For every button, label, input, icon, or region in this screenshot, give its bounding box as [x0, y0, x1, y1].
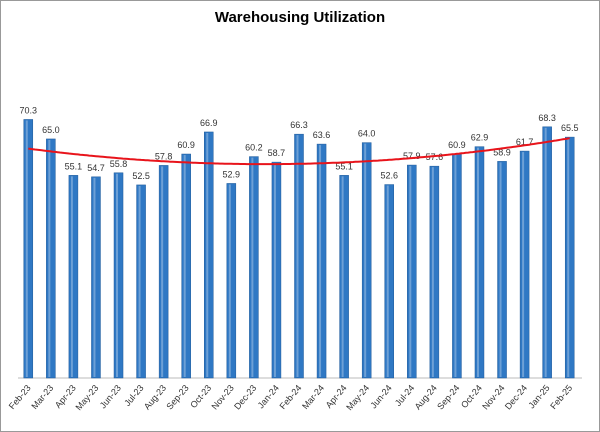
bar-highlight — [183, 155, 186, 377]
bar — [249, 156, 259, 379]
value-label: 60.9 — [448, 140, 466, 150]
bar — [519, 150, 530, 379]
bar-highlight — [431, 167, 434, 377]
value-label: 60.9 — [177, 140, 195, 150]
bar-highlight — [206, 132, 209, 377]
value-label: 52.5 — [132, 171, 150, 181]
bar-highlight — [296, 135, 299, 377]
bar — [23, 119, 34, 379]
bar-highlight — [567, 138, 570, 377]
value-label: 57.9 — [403, 151, 421, 161]
bar-highlight — [116, 173, 119, 377]
bar-highlight — [228, 184, 231, 377]
bar — [474, 146, 485, 379]
value-label: 57.6 — [426, 152, 444, 162]
bar — [384, 184, 394, 379]
value-label: 58.9 — [493, 147, 511, 157]
bar — [113, 172, 124, 379]
bar — [91, 176, 101, 379]
value-label: 55.1 — [65, 161, 83, 171]
value-label: 61.7 — [516, 137, 534, 147]
bar-highlight — [93, 177, 96, 377]
bar-highlight — [364, 143, 367, 377]
bar-highlight — [251, 157, 254, 377]
value-label: 54.7 — [87, 163, 105, 173]
bar — [429, 165, 440, 379]
bar — [204, 131, 214, 379]
bar-highlight — [522, 152, 525, 377]
value-label: 55.1 — [335, 161, 353, 171]
value-label: 65.5 — [561, 123, 579, 133]
bar — [316, 143, 327, 379]
bar-highlight — [70, 176, 73, 377]
bar — [407, 164, 417, 379]
bar — [564, 136, 575, 379]
bar-highlight — [48, 139, 51, 377]
bar — [46, 138, 56, 379]
bar — [68, 175, 79, 379]
value-label: 66.3 — [290, 120, 308, 130]
trend-line — [28, 137, 570, 166]
bar-highlight — [544, 127, 547, 378]
bar-highlight — [319, 145, 322, 377]
bar — [136, 184, 146, 379]
bar — [294, 133, 304, 379]
value-label: 58.7 — [268, 148, 286, 158]
value-label: 70.3 — [20, 105, 38, 115]
bar-highlight — [409, 166, 412, 377]
bar — [339, 175, 349, 379]
chart-title: Warehousing Utilization — [215, 9, 385, 26]
value-label: 52.6 — [380, 171, 398, 181]
bar-highlight — [161, 166, 164, 377]
bar-highlight — [386, 185, 389, 377]
value-label: 52.9 — [223, 169, 241, 179]
bar — [452, 153, 462, 379]
bar — [181, 153, 191, 379]
value-label: 60.2 — [245, 143, 263, 153]
bar-highlight — [341, 176, 344, 377]
bar-highlight — [25, 120, 28, 378]
value-label: 64.0 — [358, 129, 376, 139]
bar-highlight — [476, 147, 479, 377]
value-label: 55.8 — [110, 159, 128, 169]
bar — [542, 126, 552, 379]
bar-highlight — [499, 162, 502, 377]
bar — [226, 183, 237, 379]
bar — [361, 142, 372, 379]
value-label: 57.8 — [155, 151, 173, 161]
bar-highlight — [273, 163, 276, 377]
bar — [271, 161, 282, 379]
bar-highlight — [454, 155, 457, 377]
bar — [158, 165, 169, 379]
value-label: 65.0 — [42, 125, 60, 135]
value-label: 63.6 — [313, 130, 331, 140]
bar — [497, 161, 507, 379]
value-label: 68.3 — [538, 113, 556, 123]
value-label: 62.9 — [471, 133, 489, 143]
value-label: 66.9 — [200, 118, 218, 128]
bar-highlight — [138, 185, 141, 377]
